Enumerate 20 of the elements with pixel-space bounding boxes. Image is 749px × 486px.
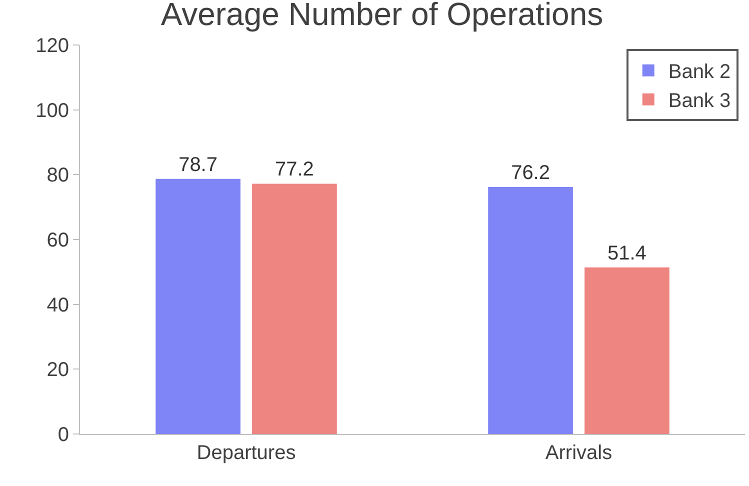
x-tick-label: Departures xyxy=(196,442,296,464)
bar xyxy=(488,186,573,434)
data-label: 78.7 xyxy=(178,154,218,176)
y-tick-label: 100 xyxy=(36,100,69,122)
y-tick-label: 40 xyxy=(46,294,69,316)
data-label: 76.2 xyxy=(511,162,550,184)
y-tick-label: 60 xyxy=(46,230,69,252)
data-label: 77.2 xyxy=(274,158,314,181)
legend-label: Bank 2 xyxy=(668,61,731,84)
y-tick-label: 20 xyxy=(46,359,69,382)
bar xyxy=(252,184,337,434)
y-tick-label: 0 xyxy=(58,424,69,446)
y-tick-label: 80 xyxy=(46,164,69,187)
bar xyxy=(584,267,670,434)
legend-label: Bank 3 xyxy=(668,90,731,112)
y-tick-label: 120 xyxy=(36,35,69,57)
x-tick-label: Arrivals xyxy=(545,442,612,464)
chart-title: Average Number of Operations xyxy=(160,0,604,32)
data-label: 51.4 xyxy=(607,242,646,264)
bar xyxy=(156,178,240,434)
